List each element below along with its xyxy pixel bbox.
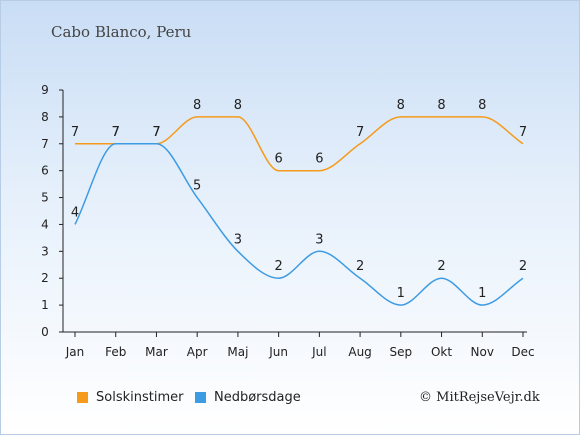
legend-label-nedborsdage: Nedbørsdage [214,390,301,405]
data-label-nedborsdage: 2 [519,259,527,274]
chart-title: Cabo Blanco, Peru [51,23,192,41]
x-tick-label: Nov [471,345,494,359]
legend-item-solskinstimer: Solskinstimer [77,390,183,405]
data-label-solskinstimer: 8 [437,98,445,113]
x-tick-label: Jun [268,345,288,359]
x-tick-label: Dec [511,345,534,359]
legend-swatch-nedborsdage [195,392,206,403]
x-tick-label: Maj [227,345,248,359]
data-label-nedborsdage: 2 [356,259,364,274]
data-label-nedborsdage: 7 [152,125,160,140]
data-label-solskinstimer: 7 [519,125,527,140]
y-tick-label: 0 [41,325,49,339]
x-tick-label: Aug [348,345,371,359]
y-tick-label: 9 [41,83,49,97]
data-label-solskinstimer: 8 [234,98,242,113]
data-label-solskinstimer: 8 [193,98,201,113]
data-label-solskinstimer: 6 [274,152,282,167]
data-label-nedborsdage: 2 [437,259,445,274]
data-label-nedborsdage: 1 [397,286,405,301]
y-tick-label: 7 [41,137,49,151]
y-tick-label: 1 [41,298,49,312]
y-tick-label: 5 [41,191,49,205]
data-label-solskinstimer: 7 [152,125,160,140]
data-label-solskinstimer: 7 [112,125,120,140]
data-label-nedborsdage: 2 [274,259,282,274]
x-tick-label: Mar [145,345,168,359]
data-label-nedborsdage: 3 [315,232,323,247]
y-tick-label: 8 [41,110,49,124]
x-tick-label: Feb [105,345,126,359]
x-tick-label: Apr [187,345,208,359]
legend-label-solskinstimer: Solskinstimer [96,390,184,405]
legend-swatch-solskinstimer [77,392,88,403]
x-tick-label: Jul [311,345,326,359]
data-label-nedborsdage: 7 [112,125,120,140]
series-line-nedborsdage [74,143,524,306]
data-label-solskinstimer: 7 [356,125,364,140]
x-tick-label: Sep [390,345,413,359]
data-label-solskinstimer: 6 [315,152,323,167]
y-tick-label: 3 [41,244,49,258]
y-tick-label: 6 [41,164,49,178]
data-label-solskinstimer: 8 [397,98,405,113]
y-tick-label: 2 [41,271,49,285]
data-label-solskinstimer: 8 [478,98,486,113]
data-label-nedborsdage: 5 [193,179,201,194]
legend-item-nedborsdage: Nedbørsdage [195,390,301,405]
data-label-solskinstimer: 7 [71,125,79,140]
data-label-nedborsdage: 4 [71,205,79,220]
data-label-nedborsdage: 1 [478,286,486,301]
x-tick-label: Okt [431,345,452,359]
credit-text: © MitRejseVejr.dk [419,390,540,405]
data-label-nedborsdage: 3 [234,232,242,247]
x-tick-label: Jan [65,345,85,359]
y-tick-label: 4 [41,217,49,231]
